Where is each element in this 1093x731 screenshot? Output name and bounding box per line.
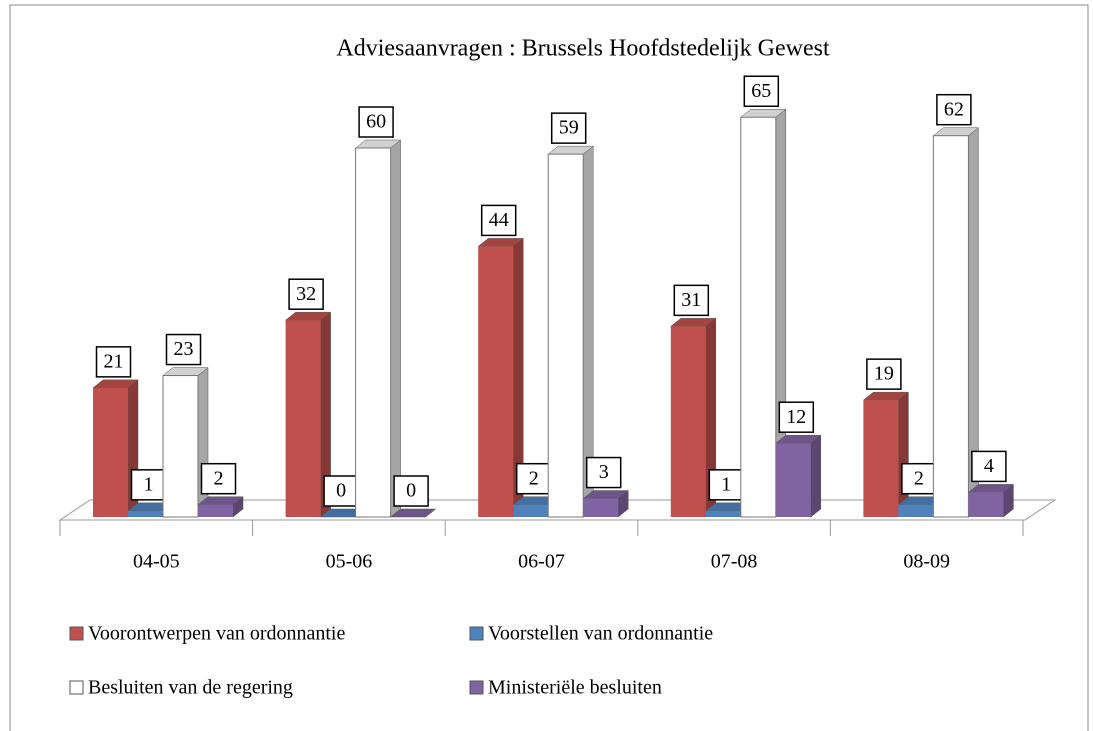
- data-label: 21: [104, 350, 124, 372]
- data-label-box: [778, 401, 815, 433]
- data-label-box: [323, 475, 359, 507]
- bar: [583, 498, 619, 517]
- data-label: 19: [874, 363, 894, 385]
- bar: [285, 320, 321, 517]
- data-label: 2: [214, 467, 224, 489]
- data-label-box: [585, 456, 622, 489]
- data-label-box: [550, 112, 587, 144]
- data-label-box: [358, 106, 394, 138]
- bar: [547, 153, 584, 518]
- bar: [128, 510, 163, 517]
- legend-swatch: [69, 680, 84, 695]
- x-tick-label: 05-06: [326, 551, 373, 573]
- data-label-box: [288, 278, 324, 310]
- bar: [93, 387, 128, 517]
- bar: [898, 504, 934, 517]
- legend-label: Ministeriële besluiten: [488, 677, 662, 699]
- legend-label: Voorontwerpen van ordonnantie: [88, 623, 345, 645]
- data-label-box: [95, 346, 132, 378]
- data-label: 23: [174, 338, 194, 360]
- legend-swatch: [469, 680, 484, 695]
- data-label-box: [393, 475, 429, 507]
- data-label-box: [708, 469, 745, 501]
- bar: [478, 246, 514, 517]
- bar-top: [389, 508, 437, 518]
- data-label-box: [165, 333, 202, 366]
- data-label-box: [673, 284, 710, 317]
- data-label: 60: [366, 111, 386, 133]
- legend-swatch: [69, 626, 84, 641]
- data-label: 1: [144, 473, 154, 495]
- data-label: 31: [681, 289, 701, 311]
- legend-label: Besluiten van de regering: [88, 677, 293, 699]
- data-label: 0: [406, 480, 416, 502]
- x-tick-label: 06-07: [518, 551, 565, 573]
- bar: [355, 147, 392, 518]
- data-label-box: [936, 93, 972, 126]
- chart-title: Adviesaanvragen : Brussels Hoofdstedelij…: [336, 36, 830, 62]
- bar: [162, 375, 199, 518]
- bar: [670, 326, 706, 517]
- bar-side: [810, 434, 822, 518]
- bar-side: [197, 367, 209, 518]
- bar: [513, 504, 549, 517]
- bar-side: [390, 139, 401, 518]
- data-label-box: [743, 75, 780, 107]
- data-label-box: [480, 204, 517, 237]
- bar: [775, 443, 811, 517]
- bar: [863, 400, 899, 517]
- data-label-box: [200, 462, 237, 495]
- data-label-box: [866, 358, 902, 390]
- x-tick-label: 04-05: [133, 551, 180, 573]
- data-label-box: [971, 450, 1007, 483]
- bar: [705, 510, 741, 517]
- data-label: 44: [489, 209, 509, 231]
- bar: [740, 116, 777, 518]
- data-label-box: [515, 462, 552, 495]
- x-tick-label: 08-09: [903, 551, 950, 573]
- bar: [932, 135, 969, 518]
- data-label: 2: [914, 467, 924, 489]
- data-label: 62: [944, 98, 964, 120]
- data-label: 0: [336, 480, 346, 502]
- bar: [198, 504, 233, 517]
- data-label: 59: [559, 117, 579, 139]
- data-label: 12: [786, 406, 806, 428]
- data-label-box: [130, 469, 167, 501]
- x-tick-label: 07-08: [711, 551, 758, 573]
- data-label: 32: [296, 283, 316, 305]
- bar: [968, 492, 1004, 517]
- data-label-box: [901, 462, 937, 495]
- legend-label: Voorstellen van ordonnantie: [488, 623, 713, 645]
- data-label: 2: [529, 467, 539, 489]
- data-label: 4: [984, 455, 994, 477]
- data-label: 1: [721, 473, 731, 495]
- data-label: 65: [751, 80, 771, 102]
- data-label: 3: [599, 461, 609, 483]
- legend-swatch: [469, 626, 484, 641]
